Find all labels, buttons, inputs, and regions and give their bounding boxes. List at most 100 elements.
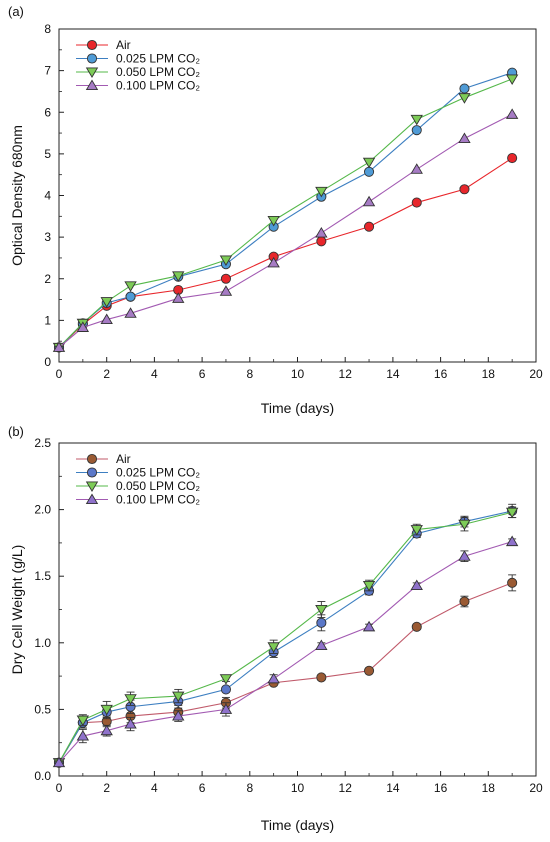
legend-marker — [85, 493, 99, 504]
legend-marker — [86, 453, 98, 465]
data-point — [362, 581, 376, 592]
legend-label: 0.100 LPM CO₂ — [116, 493, 200, 507]
data-point — [410, 163, 423, 174]
panel-label: (a) — [8, 4, 24, 19]
x-tick-label: 4 — [151, 781, 158, 795]
series-line — [58, 78, 513, 348]
data-point — [315, 605, 328, 616]
x-tick-label: 8 — [246, 367, 253, 381]
data-point — [267, 215, 280, 227]
legend-label: 0.025 LPM CO₂ — [116, 52, 200, 66]
x-tick-label: 0 — [56, 367, 63, 381]
y-tick-label: 1 — [44, 313, 51, 327]
y-tick-label: 3 — [44, 230, 51, 244]
data-point — [220, 684, 231, 695]
y-tick-label: 6 — [44, 105, 51, 119]
series-line — [58, 72, 513, 348]
data-point — [505, 108, 519, 119]
data-point — [124, 694, 137, 705]
x-axis-label: Time (days) — [261, 817, 334, 833]
series-1 — [53, 152, 518, 353]
x-tick-label: 6 — [199, 781, 206, 795]
x-tick-label: 10 — [291, 781, 305, 795]
data-point — [316, 672, 327, 683]
x-tick-label: 6 — [199, 367, 206, 381]
data-point — [267, 672, 280, 684]
y-axis-label: Optical Density 680nm — [9, 125, 25, 266]
series-4 — [52, 535, 519, 768]
y-tick-label: 2.0 — [34, 503, 51, 517]
legend-label: 0.100 LPM CO₂ — [116, 79, 200, 93]
y-tick-label: 4 — [44, 189, 51, 203]
series-line — [58, 157, 513, 348]
series-3 — [52, 506, 519, 769]
x-tick-label: 10 — [291, 367, 305, 381]
x-tick-label: 16 — [434, 781, 448, 795]
data-point — [219, 674, 233, 685]
x-tick-label: 2 — [103, 781, 110, 795]
legend-label: Air — [116, 452, 131, 466]
data-point — [52, 341, 66, 352]
x-tick-label: 8 — [246, 781, 253, 795]
x-tick-label: 18 — [482, 781, 496, 795]
data-point — [219, 703, 233, 714]
data-point — [505, 507, 519, 519]
data-point — [458, 519, 471, 531]
data-point — [410, 525, 423, 536]
data-point — [52, 756, 66, 768]
data-point — [124, 281, 137, 292]
y-tick-label: 0 — [44, 355, 51, 369]
data-point — [410, 114, 423, 126]
y-tick-label: 1.5 — [34, 569, 51, 583]
data-point — [505, 74, 519, 85]
data-point — [100, 313, 113, 325]
y-tick-label: 1.0 — [34, 636, 51, 650]
x-tick-label: 18 — [482, 367, 496, 381]
x-tick-label: 12 — [339, 781, 353, 795]
data-point — [267, 256, 280, 268]
y-tick-label: 2 — [44, 272, 51, 286]
data-point — [363, 166, 375, 177]
data-point — [316, 617, 327, 628]
y-tick-label: 8 — [44, 22, 51, 36]
data-point — [267, 642, 280, 653]
series-line — [58, 113, 513, 348]
x-tick-label: 2 — [103, 367, 110, 381]
data-point — [172, 691, 185, 703]
legend-marker — [86, 467, 98, 478]
data-point — [458, 132, 471, 143]
data-point — [76, 321, 90, 332]
legend-label: Air — [116, 38, 131, 52]
data-point — [458, 550, 471, 561]
x-tick-label: 20 — [529, 781, 543, 795]
y-tick-label: 7 — [44, 64, 51, 78]
data-point — [411, 197, 422, 208]
x-tick-label: 20 — [529, 367, 543, 381]
legend-marker — [86, 39, 98, 51]
y-axis-label: Dry Cell Weight (g/L) — [9, 545, 25, 675]
data-point — [315, 639, 328, 650]
data-point — [411, 125, 422, 136]
data-point — [220, 273, 231, 284]
x-tick-label: 14 — [386, 781, 400, 795]
data-point — [459, 83, 470, 94]
y-tick-label: 2.5 — [34, 436, 51, 450]
legend-marker — [85, 67, 99, 79]
data-point — [362, 620, 376, 632]
data-point — [219, 285, 233, 296]
data-point — [124, 307, 137, 318]
data-point — [411, 621, 422, 632]
data-point — [507, 152, 518, 164]
series-line — [58, 541, 513, 764]
legend-label: 0.050 LPM CO₂ — [116, 65, 200, 79]
x-axis-label: Time (days) — [261, 400, 334, 416]
panel-label: (b) — [8, 424, 24, 439]
legend-label: 0.050 LPM CO₂ — [116, 479, 200, 493]
series-2 — [53, 503, 518, 768]
data-point — [459, 184, 470, 195]
data-point — [76, 715, 90, 727]
data-point — [316, 236, 327, 247]
series-3 — [52, 74, 519, 354]
